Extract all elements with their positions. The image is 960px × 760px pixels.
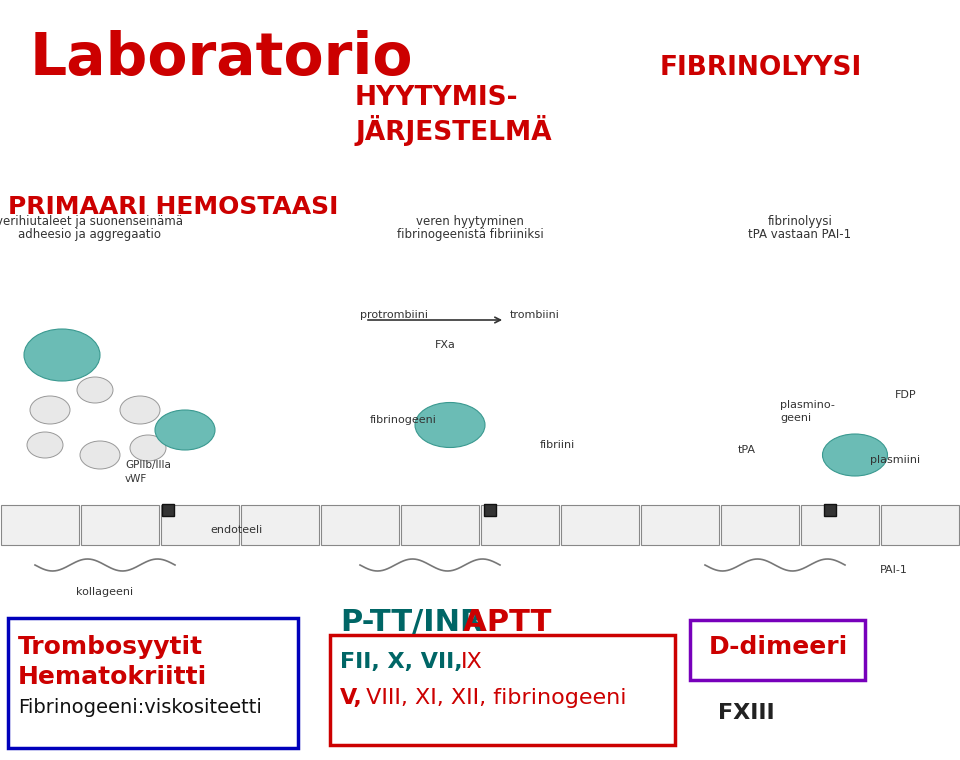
Text: geeni: geeni [780, 413, 811, 423]
Bar [561, 505, 639, 545]
Text: JÄRJESTELMÄ: JÄRJESTELMÄ [355, 115, 552, 146]
Text: APTT: APTT [442, 608, 551, 637]
Text: fibrinogeenistä fibriiniksi: fibrinogeenistä fibriiniksi [396, 228, 543, 241]
Text: Hematokriitti: Hematokriitti [18, 665, 207, 689]
Bar [330, 635, 675, 745]
Text: Fibrinogeeni:viskositeetti: Fibrinogeeni:viskositeetti [18, 698, 262, 717]
Text: V,: V, [340, 688, 363, 708]
Bar [161, 505, 239, 545]
Text: HYYTYMIS-: HYYTYMIS- [355, 85, 518, 111]
Text: FXIII: FXIII [718, 703, 775, 723]
Text: fibrinolyysi: fibrinolyysi [768, 215, 832, 228]
Ellipse shape [80, 441, 120, 469]
Ellipse shape [30, 396, 70, 424]
Text: fibriini: fibriini [540, 440, 575, 450]
Text: FII, X, VII,: FII, X, VII, [340, 652, 470, 672]
Text: VIII, XI, XII, fibrinogeeni: VIII, XI, XII, fibrinogeeni [359, 688, 626, 708]
Ellipse shape [823, 434, 887, 476]
Text: Trombosyytit: Trombosyytit [18, 635, 204, 659]
Text: veren hyytyminen: veren hyytyminen [416, 215, 524, 228]
Bar [241, 505, 319, 545]
Text: tPA vastaan PAI-1: tPA vastaan PAI-1 [749, 228, 852, 241]
Text: P-TT/INR: P-TT/INR [340, 608, 484, 637]
Text: PAI-1: PAI-1 [880, 565, 908, 575]
Bar [641, 505, 719, 545]
Text: endoteeli: endoteeli [210, 525, 262, 535]
Text: FXa: FXa [435, 340, 455, 350]
Bar [690, 620, 865, 680]
Bar [881, 505, 959, 545]
Bar [8, 618, 298, 748]
Text: fibrinogeeni: fibrinogeeni [370, 415, 437, 425]
Bar [801, 505, 879, 545]
Bar [1, 505, 79, 545]
Text: trombiini: trombiini [510, 310, 560, 320]
Ellipse shape [120, 396, 160, 424]
Text: adheesio ja aggregaatio: adheesio ja aggregaatio [18, 228, 161, 241]
Text: kollageeni: kollageeni [77, 587, 133, 597]
Text: plasmino-: plasmino- [780, 400, 835, 410]
Bar [481, 505, 559, 545]
Text: Laboratorio: Laboratorio [30, 30, 414, 87]
Ellipse shape [130, 435, 166, 461]
Text: FIBRINOLYYSI: FIBRINOLYYSI [660, 55, 862, 81]
Ellipse shape [27, 432, 63, 458]
Text: GPIIb/IIIa: GPIIb/IIIa [125, 460, 171, 470]
Text: vWF: vWF [125, 474, 147, 484]
Ellipse shape [77, 377, 113, 403]
Text: PRIMAARI HEMOSTAASI: PRIMAARI HEMOSTAASI [8, 195, 338, 219]
Text: verihiutaleet ja suonenseinämä: verihiutaleet ja suonenseinämä [0, 215, 183, 228]
Ellipse shape [24, 329, 100, 381]
Text: plasmiini: plasmiini [870, 455, 920, 465]
Bar [81, 505, 159, 545]
Text: tPA: tPA [738, 445, 756, 455]
Text: IX: IX [461, 652, 482, 672]
Bar [401, 505, 479, 545]
Text: D-dimeeri: D-dimeeri [708, 635, 848, 659]
Bar [721, 505, 799, 545]
Ellipse shape [415, 403, 485, 448]
Ellipse shape [155, 410, 215, 450]
Text: FDP: FDP [895, 390, 917, 400]
Bar [321, 505, 399, 545]
Text: protrombiini: protrombiini [360, 310, 428, 320]
